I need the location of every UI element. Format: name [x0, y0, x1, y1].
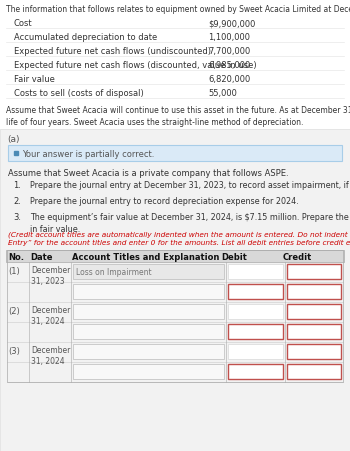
Text: (a): (a) [7, 135, 20, 144]
Text: The equipment’s fair value at December 31, 2024, is $7.15 million. Prepare the j: The equipment’s fair value at December 3… [30, 212, 350, 233]
Text: 7,700,000: 7,700,000 [208, 47, 250, 56]
Bar [73, 304, 224, 319]
Bar [8, 146, 342, 161]
Text: 6,985,000: 6,985,000 [208, 61, 250, 70]
Bar [228, 285, 283, 299]
Bar [0, 130, 350, 451]
Bar [228, 324, 283, 339]
Text: $9,900,000: $9,900,000 [208, 19, 255, 28]
Text: Prepare the journal entry to record depreciation expense for 2024.: Prepare the journal entry to record depr… [30, 197, 299, 206]
Bar [6, 250, 344, 262]
Text: Date: Date [30, 253, 52, 262]
Text: Loss on Impairment: Loss on Impairment [76, 267, 152, 276]
Bar [287, 304, 341, 319]
Text: 1.: 1. [13, 180, 21, 189]
Bar [287, 285, 341, 299]
Text: Accumulated depreciation to date: Accumulated depreciation to date [14, 33, 157, 42]
Bar [73, 324, 224, 339]
Text: Cost: Cost [14, 19, 33, 28]
Bar [287, 364, 341, 379]
Text: (3): (3) [8, 346, 20, 355]
Bar [228, 304, 283, 319]
Text: No.: No. [8, 253, 24, 262]
Text: The information that follows relates to equipment owned by Sweet Acacia Limited : The information that follows relates to … [6, 5, 350, 14]
Text: Prepare the journal entry at December 31, 2023, to record asset impairment, if a: Prepare the journal entry at December 31… [30, 180, 350, 189]
Text: Fair value: Fair value [14, 75, 55, 84]
Bar [287, 344, 341, 359]
Bar [287, 264, 341, 279]
Bar [228, 364, 283, 379]
Bar [7, 250, 343, 382]
Text: (1): (1) [8, 267, 20, 276]
Text: Expected future net cash flows (discounted, value in use): Expected future net cash flows (discount… [14, 61, 257, 70]
Text: 6,820,000: 6,820,000 [208, 75, 250, 84]
Text: Expected future net cash flows (undiscounted): Expected future net cash flows (undiscou… [14, 47, 211, 56]
Bar [73, 264, 224, 279]
Text: 1,100,000: 1,100,000 [208, 33, 250, 42]
Text: Assume that Sweet Acacia will continue to use this asset in the future. As at De: Assume that Sweet Acacia will continue t… [6, 106, 350, 127]
Text: Your answer is partially correct.: Your answer is partially correct. [22, 150, 154, 159]
Bar [228, 264, 283, 279]
Text: (Credit account titles are automatically indented when the amount is entered. Do: (Credit account titles are automatically… [8, 230, 350, 246]
Text: Assume that Sweet Acacia is a private company that follows ASPE.: Assume that Sweet Acacia is a private co… [8, 169, 289, 178]
Text: December
31, 2024: December 31, 2024 [31, 345, 70, 365]
Text: December
31, 2024: December 31, 2024 [31, 305, 70, 325]
Text: Debit: Debit [221, 253, 247, 262]
Text: 3.: 3. [13, 212, 21, 221]
Text: December
31, 2023: December 31, 2023 [31, 265, 70, 285]
Text: 55,000: 55,000 [208, 89, 237, 98]
Bar [73, 364, 224, 379]
Bar [73, 344, 224, 359]
Text: (2): (2) [8, 306, 20, 315]
Text: Credit: Credit [282, 253, 312, 262]
Bar [73, 285, 224, 299]
Text: 2.: 2. [13, 197, 21, 206]
Text: Costs to sell (costs of disposal): Costs to sell (costs of disposal) [14, 89, 144, 98]
Bar [228, 344, 283, 359]
Bar [287, 324, 341, 339]
Text: Account Titles and Explanation: Account Titles and Explanation [72, 253, 219, 262]
